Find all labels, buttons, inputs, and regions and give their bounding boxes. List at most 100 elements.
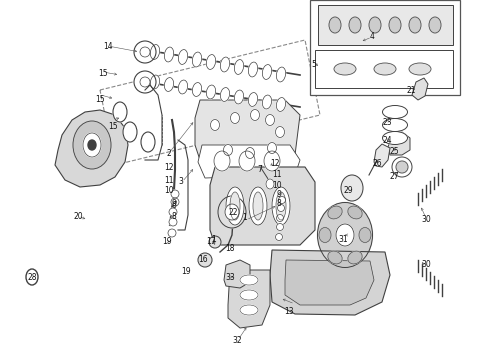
Ellipse shape	[276, 98, 286, 112]
Ellipse shape	[328, 251, 342, 264]
Text: 3: 3	[179, 177, 184, 186]
Polygon shape	[55, 110, 128, 187]
Text: 11: 11	[272, 170, 282, 179]
Text: 16: 16	[198, 255, 208, 264]
Text: 5: 5	[311, 60, 316, 69]
Text: 29: 29	[343, 186, 353, 195]
Text: 19: 19	[181, 267, 191, 276]
Ellipse shape	[134, 41, 156, 63]
Ellipse shape	[276, 224, 284, 230]
Ellipse shape	[348, 206, 362, 219]
Ellipse shape	[220, 57, 230, 72]
Text: 14: 14	[103, 42, 113, 51]
Ellipse shape	[329, 17, 341, 33]
Ellipse shape	[230, 192, 240, 220]
Ellipse shape	[240, 275, 258, 285]
Ellipse shape	[240, 290, 258, 300]
Ellipse shape	[141, 132, 155, 152]
Text: 7: 7	[257, 165, 262, 174]
Ellipse shape	[268, 143, 276, 153]
Ellipse shape	[359, 228, 371, 243]
Text: 19: 19	[162, 237, 172, 246]
Ellipse shape	[276, 67, 286, 82]
Text: 15: 15	[96, 95, 105, 104]
Text: 20: 20	[74, 212, 83, 220]
Bar	[315, 50, 453, 88]
Polygon shape	[228, 270, 270, 328]
Ellipse shape	[248, 93, 258, 107]
Text: 10: 10	[164, 186, 174, 195]
Text: 4: 4	[370, 32, 375, 41]
Ellipse shape	[266, 114, 274, 126]
Ellipse shape	[334, 63, 356, 75]
Text: 17: 17	[206, 237, 216, 246]
Polygon shape	[224, 260, 250, 288]
Ellipse shape	[392, 157, 412, 177]
Ellipse shape	[318, 202, 372, 267]
Ellipse shape	[168, 229, 176, 237]
Polygon shape	[210, 167, 315, 245]
Ellipse shape	[249, 187, 267, 225]
Ellipse shape	[206, 55, 216, 69]
Polygon shape	[412, 78, 428, 100]
Ellipse shape	[328, 206, 342, 219]
Ellipse shape	[165, 77, 173, 91]
Ellipse shape	[383, 105, 408, 118]
Ellipse shape	[429, 17, 441, 33]
Ellipse shape	[275, 234, 283, 240]
Polygon shape	[285, 260, 374, 305]
Ellipse shape	[134, 71, 156, 93]
Ellipse shape	[253, 192, 263, 220]
Ellipse shape	[245, 148, 254, 158]
Text: 10: 10	[272, 181, 282, 190]
Ellipse shape	[262, 64, 271, 80]
Ellipse shape	[263, 95, 271, 109]
Ellipse shape	[193, 52, 201, 67]
Ellipse shape	[198, 253, 212, 267]
Ellipse shape	[220, 87, 230, 102]
Ellipse shape	[178, 80, 188, 94]
Ellipse shape	[348, 251, 362, 264]
Text: 15: 15	[108, 122, 118, 131]
Ellipse shape	[225, 204, 239, 220]
Text: 12: 12	[270, 159, 280, 168]
Text: 30: 30	[421, 215, 431, 224]
Ellipse shape	[26, 269, 38, 285]
Ellipse shape	[169, 208, 177, 216]
Ellipse shape	[349, 17, 361, 33]
Ellipse shape	[123, 122, 137, 142]
Ellipse shape	[234, 90, 244, 104]
Ellipse shape	[389, 17, 401, 33]
Ellipse shape	[369, 17, 381, 33]
Ellipse shape	[73, 121, 111, 169]
Text: 32: 32	[233, 336, 243, 345]
Ellipse shape	[409, 63, 431, 75]
Ellipse shape	[214, 151, 230, 171]
Ellipse shape	[277, 204, 285, 212]
Text: 12: 12	[164, 163, 174, 172]
Ellipse shape	[193, 82, 201, 96]
Text: 27: 27	[390, 172, 399, 181]
Text: 22: 22	[228, 208, 238, 217]
Ellipse shape	[319, 228, 331, 243]
Text: 13: 13	[284, 307, 294, 316]
Ellipse shape	[171, 198, 179, 206]
Ellipse shape	[171, 190, 179, 198]
Text: 30: 30	[421, 260, 431, 269]
Ellipse shape	[336, 224, 354, 246]
Text: 8: 8	[277, 199, 282, 208]
Text: 24: 24	[382, 136, 392, 145]
Ellipse shape	[278, 197, 286, 203]
Bar	[318, 5, 453, 45]
Text: 31: 31	[338, 235, 348, 244]
Ellipse shape	[248, 62, 258, 77]
Ellipse shape	[276, 192, 286, 220]
Ellipse shape	[240, 305, 258, 315]
Ellipse shape	[113, 102, 127, 122]
Ellipse shape	[83, 133, 101, 157]
Ellipse shape	[275, 126, 285, 138]
Ellipse shape	[206, 85, 216, 99]
Text: 21: 21	[407, 86, 416, 95]
Ellipse shape	[223, 144, 232, 156]
Ellipse shape	[272, 187, 290, 225]
